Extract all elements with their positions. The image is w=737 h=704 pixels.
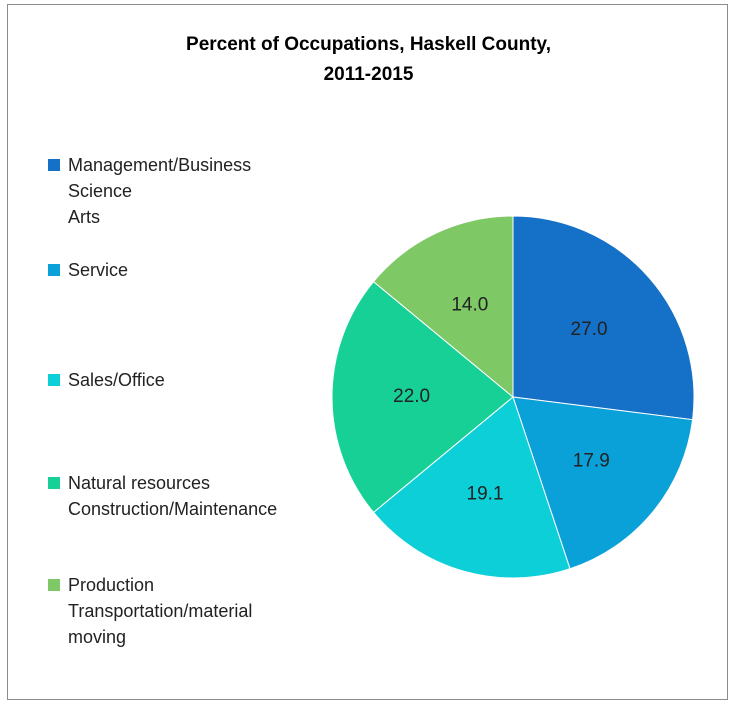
legend-swatch bbox=[48, 264, 60, 276]
pie-slice bbox=[372, 396, 571, 579]
legend-label: Natural resources Construction/Maintenan… bbox=[68, 473, 278, 519]
data-label: 14.0 bbox=[451, 294, 488, 315]
legend-swatch bbox=[48, 579, 60, 591]
data-label: 17.9 bbox=[573, 450, 610, 471]
legend-label: Sales/Office bbox=[68, 370, 165, 390]
chart-title: Percent of Occupations, Haskell County, … bbox=[186, 34, 551, 85]
legend-item: Production Transportation/material movin… bbox=[48, 572, 252, 650]
chart-border bbox=[7, 4, 728, 700]
legend-item: Natural resources Construction/Maintenan… bbox=[48, 470, 277, 522]
legend-label: Service bbox=[68, 260, 129, 280]
pie-slice bbox=[331, 280, 514, 514]
legend-label: Management/Business Science Arts bbox=[68, 155, 252, 227]
legend-swatch bbox=[48, 159, 60, 171]
data-label: 27.0 bbox=[571, 319, 608, 340]
legend-label: Production Transportation/material movin… bbox=[68, 575, 253, 647]
legend-item: Management/Business Science Arts bbox=[48, 152, 251, 230]
pie-slice bbox=[512, 215, 695, 421]
legend-swatch bbox=[48, 374, 60, 386]
pie-slice bbox=[372, 215, 514, 399]
data-label: 22.0 bbox=[393, 386, 430, 407]
data-label: 19.1 bbox=[467, 483, 504, 504]
legend-item: Sales/Office bbox=[48, 367, 165, 393]
legend-item: Service bbox=[48, 257, 128, 283]
legend-swatch bbox=[48, 477, 60, 489]
pie-slice bbox=[512, 396, 694, 570]
